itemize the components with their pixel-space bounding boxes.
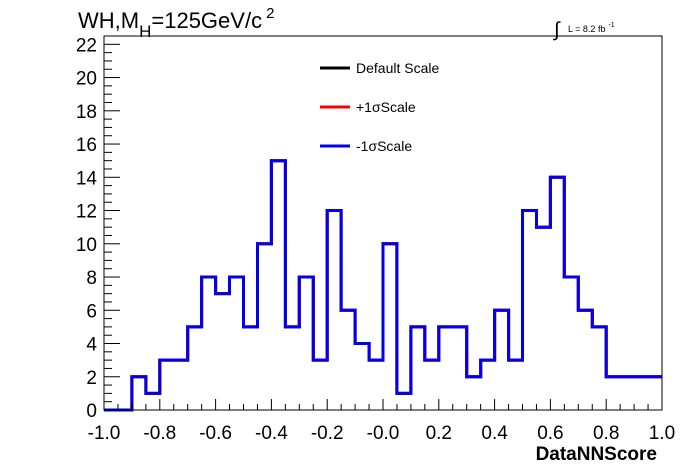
x-tick-label: -1.0: [88, 423, 121, 444]
y-tick-label: 10: [76, 235, 97, 256]
legend-label: +1σScale: [356, 99, 416, 115]
y-tick-label: 18: [76, 102, 97, 123]
y-tick-label: 16: [76, 135, 97, 156]
lumi-integral-symbol: ∫: [553, 19, 561, 41]
title-rest: =125GeV/c: [151, 8, 262, 33]
lumi-label: L = 8.2 fb -1: [568, 22, 615, 34]
y-tick-label: 2: [86, 368, 97, 389]
legend-label: -1σScale: [356, 138, 412, 154]
x-tick-label: 0.6: [537, 423, 563, 444]
x-tick-label: -0.4: [255, 423, 288, 444]
legend-label: Default Scale: [356, 60, 439, 76]
y-tick-label: 20: [76, 69, 97, 90]
title-superscript: 2: [266, 5, 274, 22]
x-tick-label: -0.8: [143, 423, 176, 444]
y-tick-label: 12: [76, 202, 97, 223]
x-tick-label: -0.6: [199, 423, 232, 444]
y-tick-label: 0: [86, 401, 97, 422]
title-main: WH,M: [78, 8, 139, 33]
y-tick-label: 22: [76, 35, 97, 56]
x-tick-label: -0.2: [311, 423, 344, 444]
x-tick-label: 1.0: [649, 423, 675, 444]
x-tick-label: 0.4: [481, 423, 508, 444]
y-tick-label: 8: [86, 268, 97, 289]
x-tick-label: -0.0: [367, 423, 400, 444]
x-tick-label: 0.8: [593, 423, 619, 444]
chart-title: WH,MH=125GeV/c 2: [78, 5, 274, 41]
y-tick-label: 4: [86, 335, 97, 356]
lumi-superscript: -1: [608, 22, 614, 29]
axes: -1.0 -0.8 -0.6 -0.4 -0.2 -0.0 0.2 0.4 0.6 0.8 1.0 0…: [76, 35, 675, 444]
lumi-text: L = 8.2 fb: [568, 24, 605, 34]
series-layer: [104, 159, 662, 412]
series-line-3: [104, 159, 662, 412]
y-tick-label: 6: [86, 301, 97, 322]
legend: Default Scale +1σScale -1σScale: [320, 60, 439, 154]
x-axis-label: DataNNScore: [536, 444, 657, 465]
x-tick-label: 0.2: [426, 423, 452, 444]
title-subscript: H: [139, 22, 151, 41]
plot-frame: [103, 35, 663, 411]
y-tick-label: 14: [76, 168, 98, 189]
